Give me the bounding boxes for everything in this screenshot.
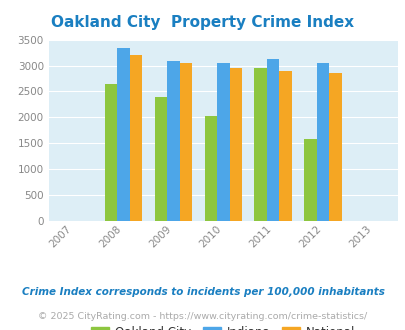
Bar <box>316 63 328 221</box>
Text: Oakland City  Property Crime Index: Oakland City Property Crime Index <box>51 15 354 30</box>
Bar <box>154 97 167 221</box>
Text: Crime Index corresponds to incidents per 100,000 inhabitants: Crime Index corresponds to incidents per… <box>21 287 384 297</box>
Bar <box>130 55 142 221</box>
Bar <box>167 61 179 221</box>
Bar <box>204 116 217 221</box>
Bar <box>266 59 279 221</box>
Bar <box>229 68 241 221</box>
Bar <box>304 139 316 221</box>
Bar <box>117 49 130 221</box>
Bar <box>217 63 229 221</box>
Bar <box>254 68 266 221</box>
Legend: Oakland City, Indiana, National: Oakland City, Indiana, National <box>87 321 359 330</box>
Bar <box>104 84 117 221</box>
Bar <box>279 71 291 221</box>
Bar <box>179 63 192 221</box>
Text: © 2025 CityRating.com - https://www.cityrating.com/crime-statistics/: © 2025 CityRating.com - https://www.city… <box>38 312 367 321</box>
Bar <box>328 73 341 221</box>
